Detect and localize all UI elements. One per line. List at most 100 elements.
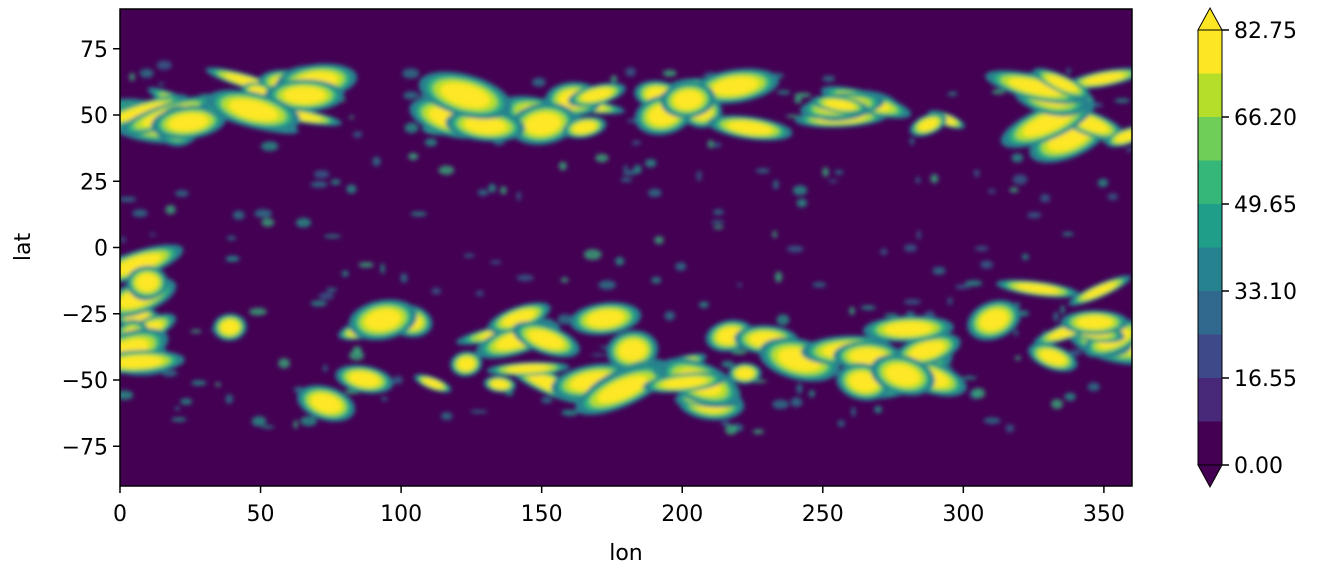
contour-speckle xyxy=(772,230,777,239)
contour-speckle xyxy=(174,406,180,411)
contour-speckle xyxy=(323,234,341,239)
contour-speckle xyxy=(834,169,844,175)
contour-speckle xyxy=(772,399,789,409)
contour-speckle xyxy=(1061,232,1074,236)
x-tick-label: 50 xyxy=(247,502,275,527)
contour-speckle xyxy=(516,274,534,282)
contour-speckle xyxy=(774,271,783,283)
contour-speckle xyxy=(156,60,172,70)
contour-region xyxy=(618,339,647,362)
contour-speckle xyxy=(558,161,567,171)
contour-speckle xyxy=(516,191,522,201)
y-tick-label: 25 xyxy=(80,170,108,195)
contour-speckle xyxy=(330,179,341,185)
colorbar-tick-label: 49.65 xyxy=(1234,193,1297,218)
contour-speckle xyxy=(488,183,497,193)
contour-region xyxy=(120,102,166,121)
contour-region xyxy=(1076,315,1113,329)
contour-speckle xyxy=(752,429,764,435)
contour-speckle xyxy=(1009,187,1019,193)
contour-speckle xyxy=(232,210,245,220)
contour-speckle xyxy=(404,122,419,134)
contour-region xyxy=(885,364,920,386)
contour-region xyxy=(528,329,564,350)
contour-speckle xyxy=(583,249,602,260)
contour-region xyxy=(662,377,707,389)
contour-speckle xyxy=(191,380,207,386)
contour-speckle xyxy=(408,152,419,161)
contour-speckle xyxy=(352,131,363,138)
contour-speckle xyxy=(1005,424,1015,433)
contour-speckle xyxy=(904,244,917,252)
contour-speckle xyxy=(278,358,290,369)
contour-speckle xyxy=(372,156,381,167)
y-tick-label: 50 xyxy=(80,104,108,129)
contour-region xyxy=(979,309,1009,331)
contour-speckle xyxy=(261,141,279,152)
contour-speckle xyxy=(295,217,312,228)
contour-speckle xyxy=(874,405,883,414)
contour-speckle xyxy=(139,68,154,78)
colorbar-segment xyxy=(1198,204,1222,248)
contour-speckle xyxy=(477,189,489,196)
colorbar-segment xyxy=(1198,73,1222,117)
contour-region xyxy=(1008,78,1062,97)
contour-speckle xyxy=(675,262,687,271)
contour-region xyxy=(120,253,162,276)
contour-speckle xyxy=(828,179,839,183)
contour-region xyxy=(581,88,613,102)
y-axis-label: lat xyxy=(11,233,36,262)
contour-speckle xyxy=(664,311,676,321)
contour-speckle xyxy=(851,406,856,417)
contour-region xyxy=(502,309,536,327)
contour-speckle xyxy=(541,396,553,404)
contour-region xyxy=(457,357,475,371)
contour-region xyxy=(1022,110,1073,137)
contour-region xyxy=(1046,75,1078,92)
contour-speckle xyxy=(400,273,408,283)
x-tick-label: 100 xyxy=(380,502,422,527)
colorbar-tick-label: 33.10 xyxy=(1234,280,1297,305)
contour-speckle xyxy=(225,258,239,262)
contour-speckle xyxy=(300,416,318,427)
contour-speckle xyxy=(883,313,899,318)
contour-speckle xyxy=(1064,392,1076,401)
contour-speckle xyxy=(961,376,977,380)
colorbar-segment xyxy=(1198,291,1222,335)
contour-speckle xyxy=(903,299,922,305)
contour-region xyxy=(918,118,939,131)
contour-speckle xyxy=(1013,329,1019,336)
contour-speckle xyxy=(837,419,845,427)
contour-region xyxy=(120,338,149,363)
x-axis-label: lon xyxy=(609,541,643,566)
contour-speckle xyxy=(654,236,664,245)
contour-speckle xyxy=(261,425,275,429)
contour-speckle xyxy=(610,75,618,83)
contour-speckle xyxy=(620,177,633,182)
contour-speckle xyxy=(561,409,579,416)
contour-speckle xyxy=(1040,194,1051,203)
contour-speckle xyxy=(776,90,791,95)
contour-region xyxy=(736,367,754,379)
contour-speckle xyxy=(500,186,507,195)
contour-speckle xyxy=(392,375,403,383)
colorbar-extend-max xyxy=(1197,6,1223,31)
contour-speckle xyxy=(322,364,328,372)
contour-speckle xyxy=(794,96,802,104)
contour-speckle xyxy=(721,420,731,427)
contour-speckle xyxy=(1114,98,1130,103)
contour-speckle xyxy=(1107,193,1119,201)
contour-speckle xyxy=(808,389,815,398)
contour-speckle xyxy=(403,91,419,100)
contour-speckle xyxy=(974,246,989,251)
contour-speckle xyxy=(293,419,298,429)
contour-region xyxy=(310,393,342,414)
contour-speckle xyxy=(1021,253,1029,261)
contour-region xyxy=(364,308,402,331)
plot-area xyxy=(119,8,1133,487)
colorbar-segment xyxy=(1198,30,1222,74)
contour-speckle xyxy=(983,417,1001,424)
contour-speckle xyxy=(924,310,935,318)
contour-region xyxy=(1115,130,1132,143)
